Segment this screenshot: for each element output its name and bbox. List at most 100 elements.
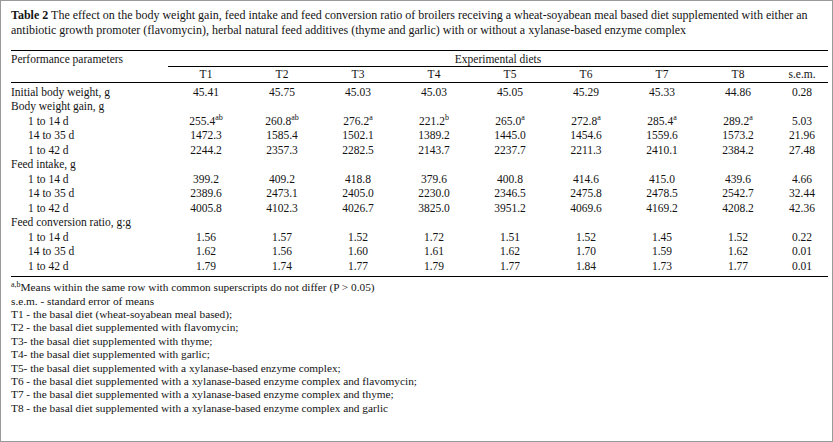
col-header-t4: T4 bbox=[396, 67, 472, 83]
value-cell: 255.4ab bbox=[168, 114, 244, 129]
footnotes: a,bMeans within the same row with common… bbox=[11, 281, 823, 415]
value-cell: 1.56 bbox=[168, 230, 244, 245]
value-cell: 2542.7 bbox=[700, 186, 776, 201]
row-label: 1 to 14 d bbox=[11, 114, 168, 129]
value-cell: 4026.7 bbox=[320, 201, 396, 216]
value-cell: 221.2b bbox=[396, 114, 472, 129]
value-cell: 4.66 bbox=[776, 172, 828, 187]
value-cell: 1.52 bbox=[700, 230, 776, 245]
paper-page: Table 2 The effect on the body weight ga… bbox=[0, 0, 833, 442]
value-cell: 400.8 bbox=[472, 172, 548, 187]
table-row: 14 to 35 d1.621.561.601.611.621.701.591.… bbox=[11, 244, 828, 259]
value-cell: 399.2 bbox=[168, 172, 244, 187]
value-cell: 1445.0 bbox=[472, 128, 548, 143]
value-cell: 1.70 bbox=[548, 244, 624, 259]
value-cell: 32.44 bbox=[776, 186, 828, 201]
value-cell: 1.73 bbox=[624, 259, 700, 277]
value-cell: 1.61 bbox=[396, 244, 472, 259]
value-cell: 1.77 bbox=[320, 259, 396, 277]
section-label: Feed conversion ratio, g:g bbox=[11, 215, 828, 230]
value-cell: 1.79 bbox=[168, 259, 244, 277]
table-row: Initial body weight, g45.4145.7545.0345.… bbox=[11, 82, 828, 99]
value-cell: 45.03 bbox=[396, 82, 472, 99]
value-cell: 3951.2 bbox=[472, 201, 548, 216]
row-label: 1 to 42 d bbox=[11, 143, 168, 158]
footnote-line: a,bMeans within the same row with common… bbox=[11, 281, 823, 294]
value-cell: 45.03 bbox=[320, 82, 396, 99]
value-cell: 1.56 bbox=[244, 244, 320, 259]
value-cell: 2473.1 bbox=[244, 186, 320, 201]
value-cell: 0.01 bbox=[776, 259, 828, 277]
value-cell: 2237.7 bbox=[472, 143, 548, 158]
value-cell: 272.8a bbox=[548, 114, 624, 129]
value-cell: 1.57 bbox=[244, 230, 320, 245]
footnote-line: s.e.m. - standard error of means bbox=[11, 295, 823, 308]
table-row: 14 to 35 d1472.31585.41502.11389.21445.0… bbox=[11, 128, 828, 143]
value-cell: 4169.2 bbox=[624, 201, 700, 216]
value-cell: 2357.3 bbox=[244, 143, 320, 158]
value-cell: 439.6 bbox=[700, 172, 776, 187]
table-row: 1 to 14 d255.4ab260.8ab276.2a221.2b265.0… bbox=[11, 114, 828, 129]
significance-superscript: a bbox=[673, 113, 677, 122]
value-cell: 409.2 bbox=[244, 172, 320, 187]
footnote-line: T7 - the basal diet supplemented with a … bbox=[11, 388, 823, 401]
value-cell: 418.8 bbox=[320, 172, 396, 187]
value-cell: 414.6 bbox=[548, 172, 624, 187]
value-cell: 21.96 bbox=[776, 128, 828, 143]
value-cell: 1.84 bbox=[548, 259, 624, 277]
value-cell: 4069.6 bbox=[548, 201, 624, 216]
value-cell: 0.01 bbox=[776, 244, 828, 259]
col-header-sem: s.e.m. bbox=[776, 67, 828, 83]
results-table: Performance parameters Experimental diet… bbox=[11, 50, 828, 278]
row-label: 14 to 35 d bbox=[11, 244, 168, 259]
value-cell: 265.0a bbox=[472, 114, 548, 129]
col-header-experimental-diets: Experimental diets bbox=[168, 50, 828, 67]
footnote-line: T1 - the basal diet (wheat-soyabean meal… bbox=[11, 308, 823, 321]
table-row: 1 to 42 d2244.22357.32282.52143.72237.72… bbox=[11, 143, 828, 158]
value-cell: 45.41 bbox=[168, 82, 244, 99]
value-cell: 0.28 bbox=[776, 82, 828, 99]
value-cell: 379.6 bbox=[396, 172, 472, 187]
table-row: 1 to 42 d4005.84102.34026.73825.03951.24… bbox=[11, 201, 828, 216]
table-row: 1 to 42 d1.791.741.771.791.771.841.731.7… bbox=[11, 259, 828, 277]
value-cell: 2405.0 bbox=[320, 186, 396, 201]
footnote-line: T6 - the basal diet supplemented with a … bbox=[11, 375, 823, 388]
value-cell: 5.03 bbox=[776, 114, 828, 129]
row-label: 14 to 35 d bbox=[11, 186, 168, 201]
table-row: 1 to 14 d399.2409.2418.8379.6400.8414.6 4… bbox=[11, 172, 828, 187]
section-row: Body weight gain, g bbox=[11, 99, 828, 114]
col-header-t5: T5 bbox=[472, 67, 548, 83]
value-cell: 2211.3 bbox=[548, 143, 624, 158]
col-header-t1: T1 bbox=[168, 67, 244, 83]
value-cell: 3825.0 bbox=[396, 201, 472, 216]
value-cell: 1.72 bbox=[396, 230, 472, 245]
value-cell: 1585.4 bbox=[244, 128, 320, 143]
value-cell: 4208.2 bbox=[700, 201, 776, 216]
value-cell: 45.29 bbox=[548, 82, 624, 99]
value-cell: 2410.1 bbox=[624, 143, 700, 158]
value-cell: 2475.8 bbox=[548, 186, 624, 201]
value-cell: 27.48 bbox=[776, 143, 828, 158]
value-cell: 1.62 bbox=[168, 244, 244, 259]
significance-superscript: a bbox=[597, 113, 601, 122]
significance-superscript: ab bbox=[215, 113, 223, 122]
value-cell: 44.86 bbox=[700, 82, 776, 99]
value-cell: 1.45 bbox=[624, 230, 700, 245]
value-cell: 1.60 bbox=[320, 244, 396, 259]
significance-superscript: a bbox=[749, 113, 753, 122]
value-cell: 45.75 bbox=[244, 82, 320, 99]
table-row: 1 to 14 d1.561.571.521.721.511.521.451.5… bbox=[11, 230, 828, 245]
value-cell: 1389.2 bbox=[396, 128, 472, 143]
table-caption: Table 2 The effect on the body weight ga… bbox=[11, 8, 823, 39]
value-cell: 1.79 bbox=[396, 259, 472, 277]
significance-superscript: a bbox=[369, 113, 373, 122]
col-header-t3: T3 bbox=[320, 67, 396, 83]
value-cell: 1559.6 bbox=[624, 128, 700, 143]
header-row-diets: T1T2T3T4T5T6T7T8s.e.m. bbox=[11, 67, 828, 83]
footnote-line: T4- the basal diet supplemented with gar… bbox=[11, 348, 823, 361]
row-label: 1 to 14 d bbox=[11, 172, 168, 187]
significance-superscript: a bbox=[521, 113, 525, 122]
table-caption-number: Table 2 bbox=[11, 8, 48, 22]
value-cell: 2389.6 bbox=[168, 186, 244, 201]
section-row: Feed conversion ratio, g:g bbox=[11, 215, 828, 230]
